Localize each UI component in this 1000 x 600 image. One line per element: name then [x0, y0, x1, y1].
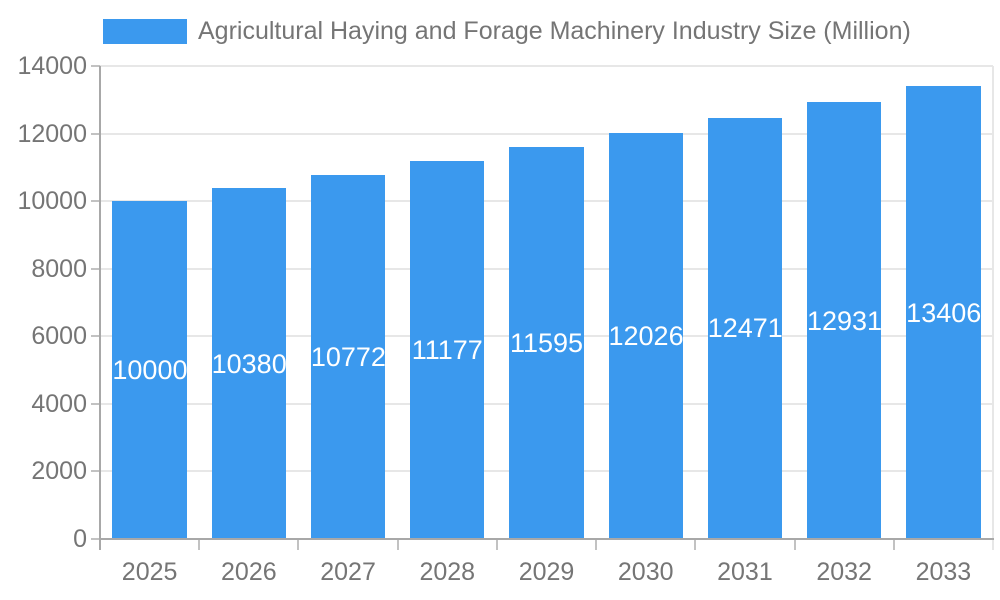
y-axis-tick	[91, 402, 100, 405]
y-axis-label: 4000	[31, 389, 87, 418]
x-axis-label: 2029	[518, 558, 575, 586]
bar-value-label: 12471	[707, 313, 783, 344]
y-axis-tick	[91, 65, 100, 67]
y-axis-tick	[91, 200, 100, 203]
bar[interactable]	[806, 102, 882, 539]
x-axis-label: 2026	[221, 558, 277, 586]
bar[interactable]	[906, 86, 981, 539]
y-grid-line	[100, 132, 993, 135]
bar-value-label: 12026	[608, 320, 684, 351]
y-axis-tick	[91, 538, 100, 540]
legend-item[interactable]: Agricultural Haying and Forage Machinery…	[103, 17, 911, 46]
x-axis-tick	[892, 539, 895, 550]
legend-label: Agricultural Haying and Forage Machinery…	[198, 17, 911, 45]
x-axis-label: 2032	[816, 558, 872, 586]
bar[interactable]	[211, 188, 287, 539]
x-axis-label: 2033	[915, 558, 972, 586]
plot-right-border	[992, 66, 994, 550]
y-axis-tick	[91, 267, 100, 270]
bar-value-label: 10000	[112, 355, 188, 386]
bar[interactable]	[509, 147, 584, 539]
bar-value-label: 12931	[806, 305, 883, 336]
bar-value-label: 10380	[211, 348, 287, 379]
y-axis-label: 12000	[17, 119, 87, 148]
bar[interactable]	[608, 132, 683, 539]
y-axis-label: 14000	[17, 52, 87, 80]
y-axis-label: 2000	[31, 457, 87, 486]
y-axis-label: 6000	[31, 322, 87, 351]
y-axis-tick	[91, 335, 100, 338]
x-axis-tick	[198, 539, 201, 550]
x-axis-label: 2031	[717, 558, 773, 586]
bar[interactable]	[112, 201, 187, 539]
y-axis-tick	[91, 470, 100, 473]
x-axis-label: 2028	[419, 558, 476, 586]
legend-swatch	[103, 19, 187, 44]
y-grid-line	[100, 65, 993, 67]
x-axis-label: 2025	[121, 558, 178, 586]
x-axis-line	[99, 538, 994, 540]
bar[interactable]	[410, 161, 485, 539]
y-axis-tick	[91, 132, 100, 135]
x-axis-label: 2027	[320, 558, 376, 586]
x-axis-tick	[396, 539, 399, 550]
x-axis-tick	[595, 539, 598, 550]
x-axis-tick	[297, 539, 300, 550]
y-axis-line	[99, 66, 101, 550]
x-axis-tick	[495, 539, 498, 550]
x-axis-tick	[793, 539, 796, 550]
y-axis-label: 10000	[17, 187, 87, 216]
x-axis-tick	[694, 539, 697, 550]
y-axis-label: 8000	[31, 254, 87, 283]
bar[interactable]	[707, 117, 783, 539]
y-axis-label: 0	[73, 525, 87, 553]
bar-value-label: 13406	[906, 297, 982, 328]
bar[interactable]	[310, 175, 386, 539]
bar-value-label: 11177	[411, 335, 483, 366]
x-axis-label: 2030	[617, 558, 674, 586]
bar-value-label: 11595	[509, 328, 584, 359]
bar-value-label: 10772	[310, 342, 386, 373]
